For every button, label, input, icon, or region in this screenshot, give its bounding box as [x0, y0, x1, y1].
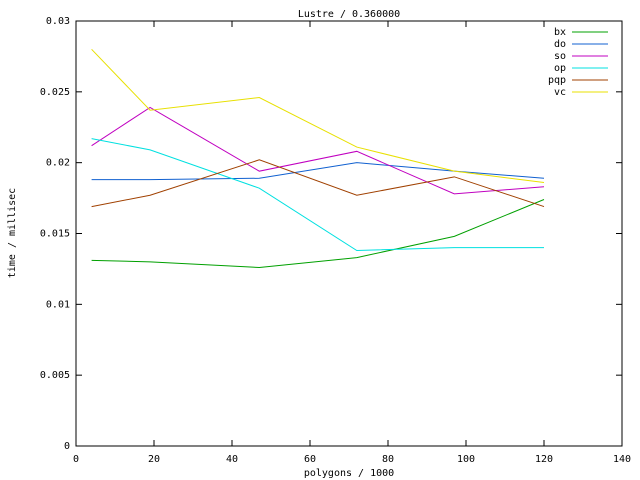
- legend-label: bx: [554, 27, 566, 38]
- y-tick-label: 0: [64, 441, 70, 452]
- y-axis-label: time / millisec: [7, 188, 18, 278]
- series-line: [91, 199, 545, 269]
- x-tick-label: 40: [226, 454, 238, 465]
- y-tick-label: 0.01: [46, 299, 70, 310]
- x-tick-label: 120: [535, 454, 553, 465]
- y-tick-label: 0.025: [40, 87, 70, 98]
- x-tick-label: 20: [148, 454, 160, 465]
- series-line: [91, 106, 545, 195]
- legend-label: do: [554, 39, 566, 50]
- x-tick-label: 0: [73, 454, 79, 465]
- series-line: [91, 138, 544, 252]
- legend-label: so: [554, 51, 566, 62]
- y-tick-label: 0.03: [46, 16, 70, 27]
- series-line: [91, 159, 545, 208]
- x-tick-label: 60: [304, 454, 316, 465]
- x-tick-label: 140: [613, 454, 631, 465]
- series-line: [91, 48, 545, 183]
- legend-label: vc: [554, 87, 566, 98]
- y-tick-label: 0.015: [40, 229, 70, 240]
- legend-label: op: [554, 63, 566, 74]
- series-line: [91, 162, 545, 181]
- chart-title: Lustre / 0.360000: [298, 9, 400, 20]
- x-tick-label: 80: [382, 454, 394, 465]
- legend-label: pqp: [548, 75, 566, 86]
- x-axis-label: polygons / 1000: [304, 468, 394, 479]
- y-tick-label: 0.02: [46, 158, 70, 169]
- y-tick-label: 0.005: [40, 370, 70, 381]
- x-tick-label: 100: [457, 454, 475, 465]
